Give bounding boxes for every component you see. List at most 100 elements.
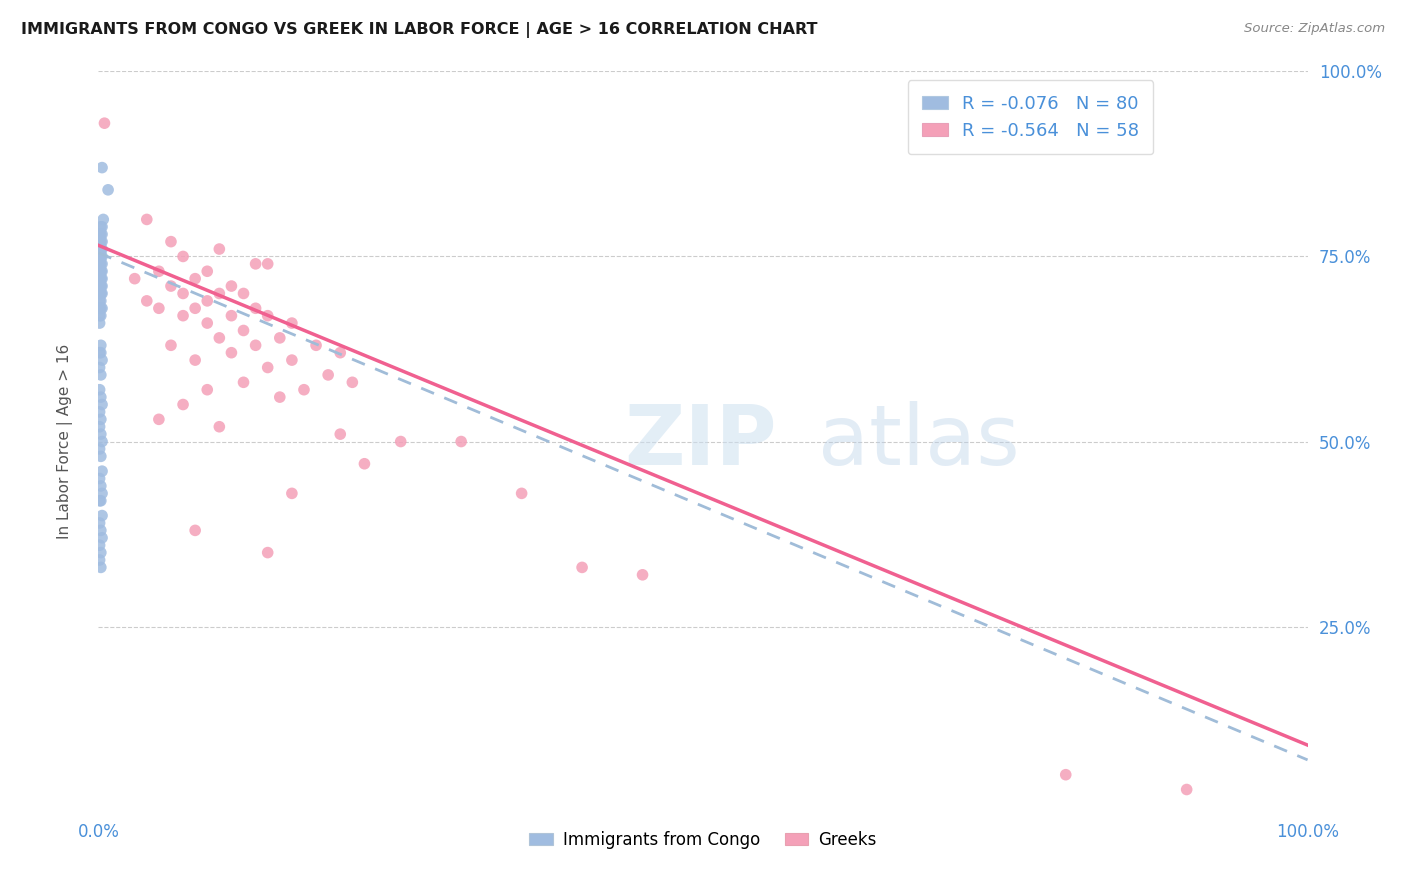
Point (91, 235, 114, 249)
Point (184, 271, 207, 285)
Point (305, 338, 328, 352)
Text: atlas: atlas (818, 401, 1019, 482)
Point (353, 457, 375, 471)
Point (90, 293, 112, 308)
Point (208, 242, 231, 256)
Point (269, 331, 291, 345)
Text: Source: ZipAtlas.com: Source: ZipAtlas.com (1244, 22, 1385, 36)
Point (89, 471, 111, 485)
Point (232, 324, 254, 338)
Point (91, 242, 114, 256)
Point (256, 546, 278, 560)
Point (89, 516, 111, 530)
Point (89, 405, 111, 419)
Point (91, 219, 114, 234)
Point (89, 227, 111, 242)
Point (89, 493, 111, 508)
Point (172, 309, 194, 323)
Point (90, 286, 112, 301)
Point (89, 286, 111, 301)
Point (90, 264, 112, 278)
Point (90, 560, 112, 574)
Y-axis label: In Labor Force | Age > 16: In Labor Force | Age > 16 (58, 344, 73, 539)
Point (89, 279, 111, 293)
Point (90, 271, 112, 285)
Point (232, 376, 254, 390)
Point (160, 279, 183, 293)
Point (91, 227, 114, 242)
Point (91, 257, 114, 271)
Point (172, 286, 194, 301)
Point (90, 546, 112, 560)
Point (89, 235, 111, 249)
Point (90, 412, 112, 426)
Point (90, 250, 112, 264)
Point (90, 368, 112, 382)
Point (90, 301, 112, 316)
Point (89, 442, 111, 456)
Point (292, 383, 315, 397)
Point (135, 212, 157, 227)
Point (90, 479, 112, 493)
Point (269, 390, 291, 404)
Point (90, 227, 112, 242)
Point (195, 316, 218, 330)
Point (93, 116, 115, 130)
Point (329, 427, 352, 442)
Point (245, 257, 267, 271)
Point (90, 493, 112, 508)
Point (89, 383, 111, 397)
Point (631, 567, 654, 582)
Point (90, 235, 112, 249)
Point (195, 264, 218, 278)
Point (91, 301, 114, 316)
Point (172, 398, 194, 412)
Point (90, 250, 112, 264)
Point (89, 250, 111, 264)
Point (90, 524, 112, 538)
Point (329, 345, 352, 359)
Point (90, 286, 112, 301)
Point (97, 183, 120, 197)
Point (89, 271, 111, 285)
Point (245, 338, 267, 352)
Point (148, 301, 170, 316)
Point (89, 553, 111, 567)
Point (510, 486, 533, 500)
Point (90, 390, 112, 404)
Point (89, 242, 111, 256)
Point (90, 279, 112, 293)
Point (91, 161, 114, 175)
Point (89, 301, 111, 316)
Point (90, 279, 112, 293)
Point (148, 412, 170, 426)
Point (195, 293, 218, 308)
Point (221, 345, 243, 359)
Point (389, 434, 412, 449)
Point (91, 434, 114, 449)
Point (1054, 767, 1077, 781)
Point (124, 271, 146, 285)
Point (89, 360, 111, 375)
Point (89, 309, 111, 323)
Point (90, 271, 112, 285)
Point (91, 508, 114, 523)
Text: IMMIGRANTS FROM CONGO VS GREEK IN LABOR FORCE | AGE > 16 CORRELATION CHART: IMMIGRANTS FROM CONGO VS GREEK IN LABOR … (21, 22, 818, 38)
Point (89, 257, 111, 271)
Point (90, 219, 112, 234)
Point (89, 242, 111, 256)
Point (89, 286, 111, 301)
Point (221, 279, 243, 293)
Point (90, 345, 112, 359)
Point (184, 353, 207, 368)
Point (90, 257, 112, 271)
Point (89, 419, 111, 434)
Point (91, 353, 114, 368)
Point (89, 538, 111, 552)
Point (450, 434, 472, 449)
Point (91, 279, 114, 293)
Point (89, 257, 111, 271)
Legend: Immigrants from Congo, Greeks: Immigrants from Congo, Greeks (523, 824, 883, 855)
Point (221, 309, 243, 323)
Point (90, 450, 112, 464)
